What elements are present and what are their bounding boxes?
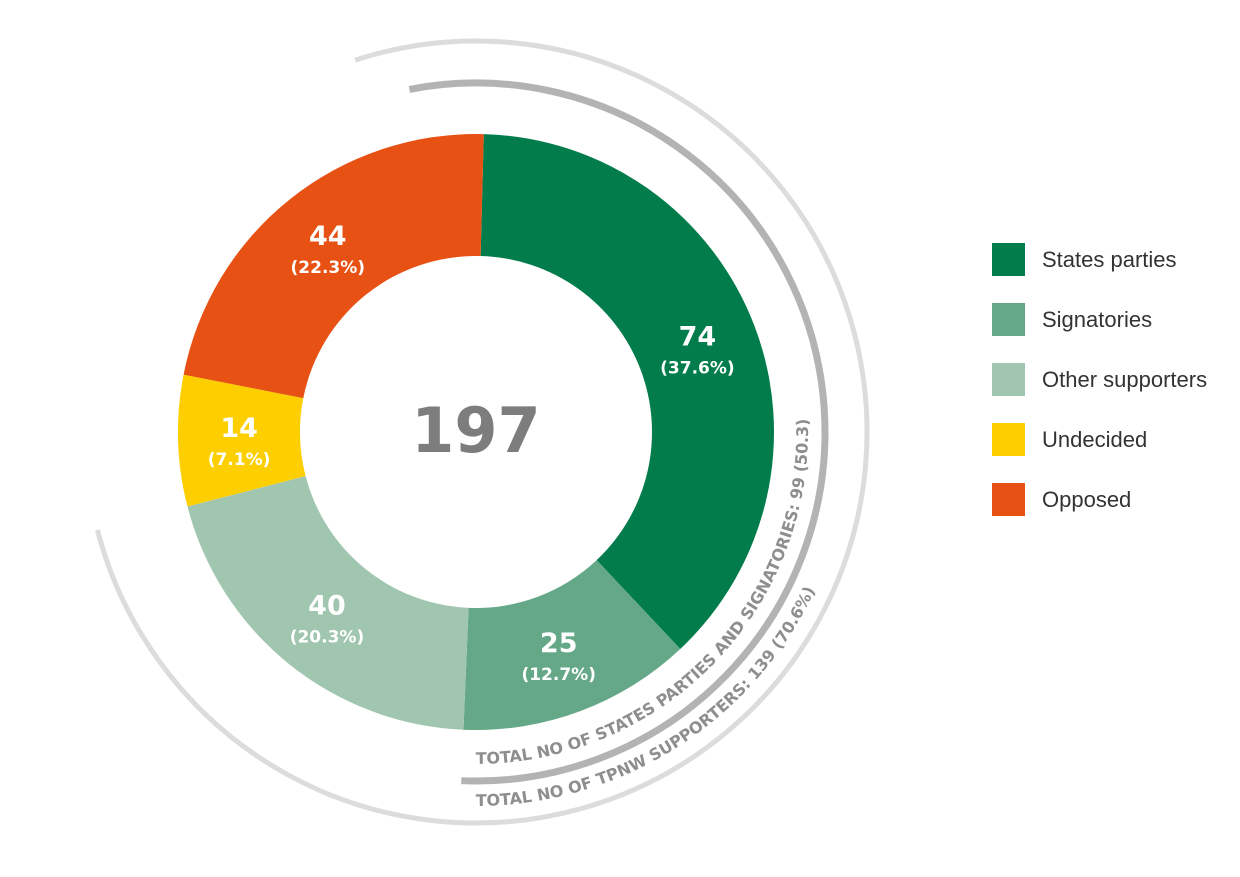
legend-label: Signatories [1042,306,1153,332]
slice-value-label: 25 [540,628,578,659]
states-parties-and-signatories-arc [408,79,829,785]
supporter-arcs [95,38,870,826]
legend-item-other-supporters: Other supporters [992,363,1207,396]
legend-swatch [992,483,1025,516]
slice-value-label: 40 [308,590,346,621]
slice-percent-label: (20.3%) [290,627,365,647]
legend-label: Opposed [1042,486,1132,512]
legend-swatch [992,363,1025,396]
donut-slices [178,133,774,730]
center-total-label: 197 [411,394,540,467]
slice-percent-label: (7.1%) [208,450,271,470]
slice-value-label: 14 [220,413,258,444]
legend-swatch [992,243,1025,276]
slice-value-label: 74 [679,322,717,353]
legend-label: Other supporters [1042,366,1208,392]
legend: States parties Signatories Other support… [992,243,1207,543]
slice-states-parties [480,134,774,649]
slice-percent-label: (12.7%) [521,665,596,685]
slice-percent-label: (22.3%) [291,258,366,278]
legend-label: Undecided [1042,426,1148,452]
legend-item-opposed: Opposed [992,483,1207,516]
slice-signatories [463,560,681,730]
tpnw-supporters-arc [95,38,870,826]
legend-item-states-parties: States parties [992,243,1207,276]
slice-opposed [183,133,484,399]
legend-swatch [992,423,1025,456]
legend-swatch [992,303,1025,336]
legend-item-signatories: Signatories [992,303,1207,336]
donut-slice-labels: 74 (37.6%) 25 (12.7%) 40 (20.3%) 14 (7.1%) 44 (22… [208,221,735,685]
slice-undecided [178,374,306,507]
legend-item-undecided: Undecided [992,423,1207,456]
legend-label: States parties [1042,246,1177,272]
slice-value-label: 44 [309,221,347,252]
slice-other-supporters [187,476,469,730]
slice-percent-label: (37.6%) [660,359,735,379]
